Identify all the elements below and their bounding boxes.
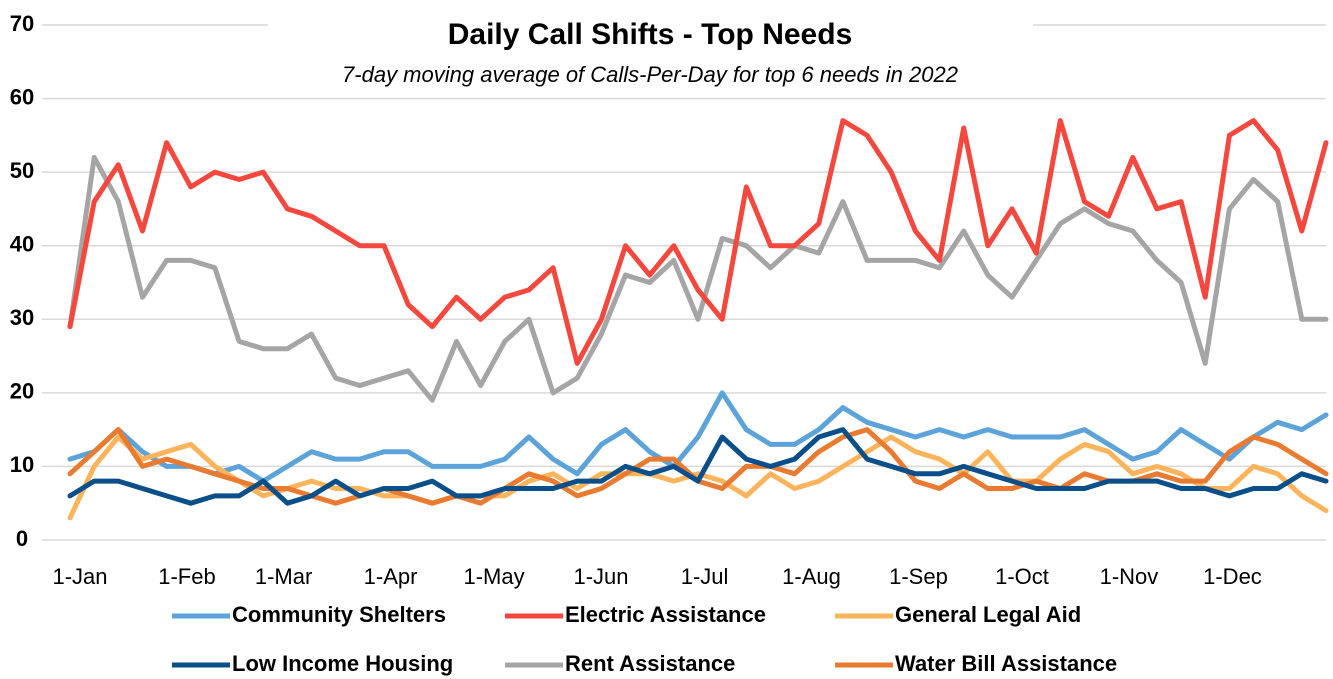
x-tick-label: 1-May [464,564,525,589]
y-tick-label: 0 [16,526,28,551]
series-line [67,118,1329,366]
x-tick-label: 1-Sep [889,564,948,589]
y-tick-label: 50 [10,158,34,183]
x-tick-label: 1-Mar [255,564,312,589]
x-tick-label: 1-Nov [1100,564,1159,589]
labels: 0 10 20 30 40 50 60 70 1-Jan 1-Feb 1-Mar 1-Apr 1-May… [10,11,1262,676]
series-line [67,154,1329,403]
y-tick-label: 10 [10,452,34,477]
x-tick-label: 1-Oct [995,564,1049,589]
lines [67,118,1329,521]
y-tick-label: 20 [10,379,34,404]
x-tick-label: 1-Apr [364,564,418,589]
y-tick-label: 40 [10,232,34,257]
x-tick-label: 1-Dec [1203,564,1262,589]
chart-title: Daily Call Shifts - Top Needs [448,18,853,51]
legend-label: Water Bill Assistance [895,651,1117,676]
y-tick-label: 70 [10,11,34,36]
y-tick-label: 30 [10,305,34,330]
series-line [67,427,1329,506]
chart-subtitle: 7-day moving average of Calls-Per-Day fo… [342,62,958,87]
legend-label: General Legal Aid [895,602,1081,627]
x-tick-label: 1-Feb [158,564,215,589]
legend-label: Low Income Housing [232,651,453,676]
series-line [67,390,1329,484]
legend-label: Electric Assistance [565,602,766,627]
x-tick-label: 1-Jul [681,564,729,589]
x-tick-label: 1-Jan [52,564,107,589]
legend-label: Community Shelters [232,602,446,627]
legend-label: Rent Assistance [565,651,735,676]
title-backdrop [268,0,1033,90]
y-tick-label: 60 [10,84,34,109]
x-tick-label: 1-Jun [574,564,629,589]
x-tick-label: 1-Aug [782,564,841,589]
